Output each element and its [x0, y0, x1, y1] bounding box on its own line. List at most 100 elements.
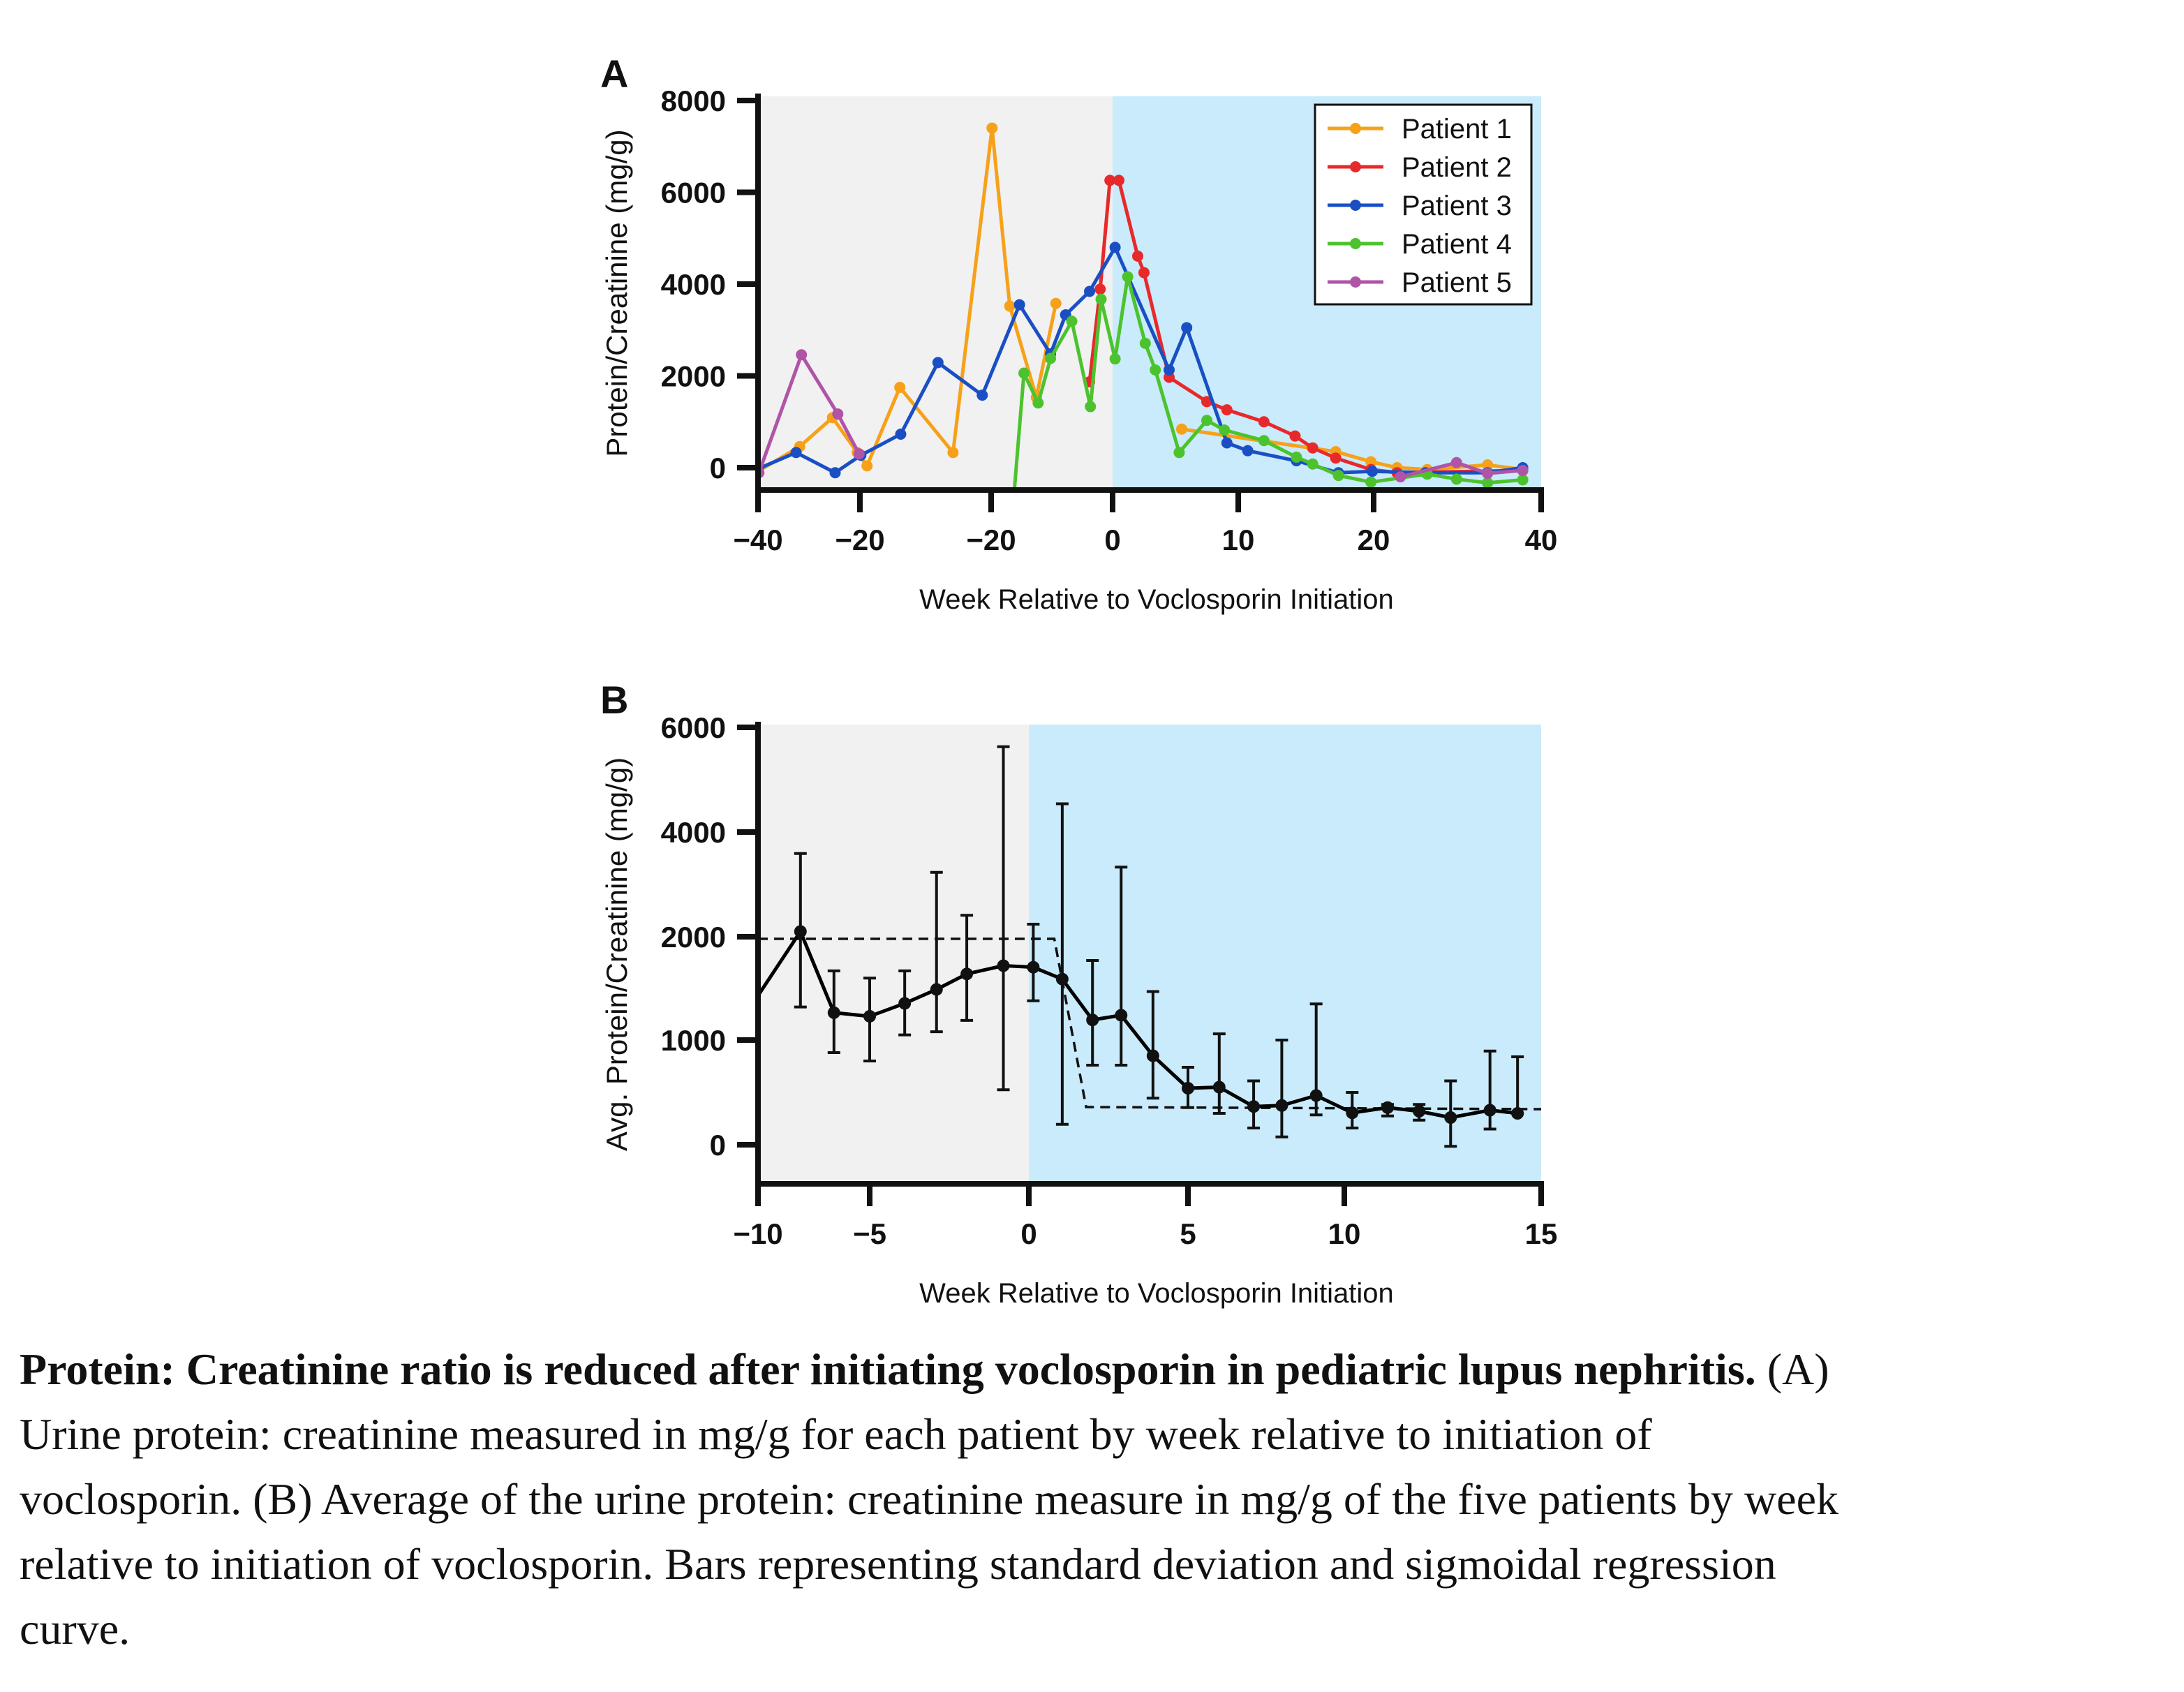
data-point — [1006, 508, 1018, 519]
legend-label: Patient 1 — [1402, 114, 1512, 144]
data-point — [790, 447, 802, 459]
data-point — [1115, 1009, 1128, 1022]
data-point — [1146, 1049, 1159, 1062]
data-point — [997, 959, 1010, 972]
caption-title: Protein: Creatinine ratio is reduced aft… — [20, 1344, 1756, 1394]
data-point — [1173, 447, 1185, 459]
error-bar — [1086, 959, 1099, 1067]
error-bar — [1055, 802, 1069, 1126]
data-point — [1109, 353, 1121, 365]
legend-swatch-marker — [1350, 238, 1361, 249]
data-point — [1201, 415, 1212, 426]
data-point — [1395, 471, 1406, 483]
data-point — [1212, 1081, 1226, 1094]
pre-initiation-region — [758, 96, 1113, 490]
error-bar — [1146, 990, 1159, 1100]
x-tick-label: 10 — [1328, 1217, 1361, 1250]
legend-swatch-marker — [1350, 161, 1361, 172]
data-point — [1482, 459, 1494, 471]
data-point — [1483, 1104, 1496, 1117]
data-point — [1219, 424, 1231, 436]
data-point — [1150, 364, 1161, 376]
legend-swatch-marker — [1350, 200, 1361, 211]
data-point — [796, 349, 808, 361]
x-tick-label: 0 — [1020, 1217, 1037, 1250]
series-patient-4 — [1006, 271, 1529, 519]
x-tick-label: −40 — [733, 524, 782, 556]
legend-swatch-marker — [1350, 123, 1361, 134]
x-tick-label: 0 — [1104, 524, 1120, 556]
data-point — [1104, 175, 1116, 186]
data-point — [1482, 477, 1494, 487]
figure-caption: Protein: Creatinine ratio is reduced aft… — [20, 1337, 2176, 1661]
data-point — [1330, 452, 1342, 464]
data-point — [1291, 451, 1302, 463]
data-point — [1346, 1106, 1359, 1120]
y-tick-label: 0 — [710, 452, 726, 484]
data-point — [1027, 960, 1040, 974]
data-point — [1050, 297, 1062, 309]
plot-area — [758, 122, 1529, 519]
data-point — [829, 467, 841, 479]
data-point — [1332, 470, 1344, 482]
data-point — [1444, 1111, 1457, 1124]
data-point — [1221, 437, 1233, 449]
data-point — [932, 357, 944, 369]
data-point — [976, 389, 988, 401]
data-point — [1289, 430, 1301, 442]
data-point — [1176, 423, 1187, 435]
x-axis-label: Week Relative to Voclosporin Initiation — [919, 1278, 1394, 1309]
legend: Patient 1 Patient 2 Patient 3 Patient 4 Pati… — [1314, 103, 1533, 306]
data-point — [947, 447, 959, 459]
error-bar — [1275, 1039, 1288, 1138]
data-point — [1045, 352, 1057, 364]
series-line — [1399, 461, 1523, 479]
data-point — [1066, 316, 1078, 327]
x-tick-label: −5 — [853, 1217, 886, 1250]
data-point — [1517, 464, 1529, 476]
legend-label: Patient 4 — [1402, 229, 1512, 260]
series-patient-2 — [1083, 175, 1529, 479]
data-point — [986, 122, 998, 134]
data-point — [1307, 442, 1318, 454]
data-point — [1450, 473, 1462, 485]
data-point — [832, 408, 844, 420]
data-point — [960, 967, 974, 981]
data-point — [1307, 458, 1318, 470]
data-point — [1221, 404, 1233, 416]
x-axis-label: Week Relative to Voclosporin Initiation — [919, 584, 1394, 615]
legend-swatch-marker — [1350, 276, 1361, 288]
y-axis-label: Protein/Creatinine (mg/g) — [600, 129, 633, 457]
data-point — [1367, 466, 1379, 477]
data-point — [1085, 401, 1097, 413]
data-point — [1309, 1089, 1323, 1102]
data-point — [863, 1009, 876, 1023]
data-point — [1095, 293, 1107, 305]
data-point — [1517, 474, 1529, 486]
y-tick-label: 0 — [710, 1129, 726, 1162]
data-point — [894, 381, 906, 393]
legend-label: Patient 2 — [1402, 152, 1512, 183]
caption-text: (A) — [1755, 1344, 1829, 1394]
data-point — [1511, 1107, 1524, 1120]
data-point — [1365, 476, 1377, 487]
x-tick-label: −10 — [733, 1217, 782, 1250]
data-point — [1258, 435, 1270, 447]
plot-area — [758, 745, 1542, 1148]
data-point — [1013, 299, 1025, 311]
y-tick-label: 2000 — [661, 360, 726, 393]
data-point — [853, 448, 865, 460]
data-point — [1413, 1105, 1426, 1118]
data-point — [1381, 1101, 1395, 1114]
data-point — [1113, 175, 1124, 186]
sigmoidal-fit-curve — [758, 937, 1542, 1111]
data-point — [1365, 456, 1377, 468]
error-bar — [1212, 1032, 1226, 1115]
data-point — [1182, 1082, 1194, 1094]
y-tick-label: 1000 — [661, 1024, 726, 1057]
x-tick-label: 15 — [1525, 1217, 1558, 1250]
y-tick-label: 4000 — [661, 268, 726, 301]
data-point — [1258, 416, 1270, 428]
data-point — [898, 997, 912, 1010]
error-bar — [1115, 866, 1128, 1067]
